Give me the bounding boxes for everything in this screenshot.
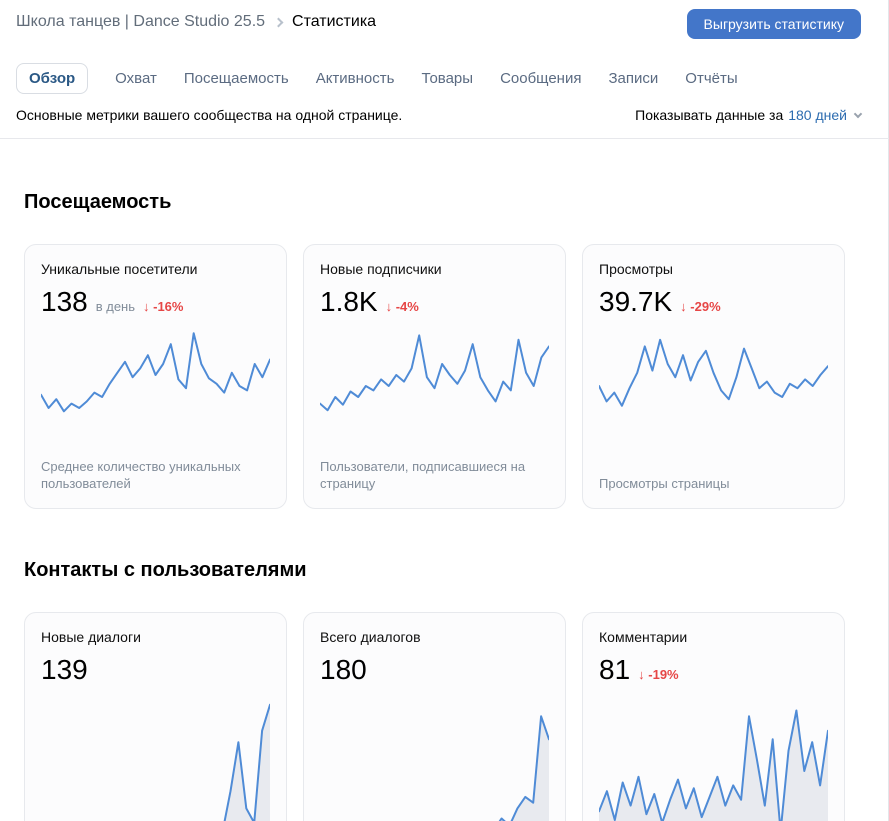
section-visits: Посещаемость Уникальные посетители 138 в… — [24, 191, 845, 509]
views-chart — [599, 327, 828, 443]
new-dialogs-chart — [41, 695, 270, 821]
card-footer: Просмотры страницы — [599, 476, 730, 491]
card-value: 180 — [320, 654, 367, 685]
page-title: Статистика — [292, 13, 377, 30]
card-value: 138 — [41, 286, 88, 317]
tab-posts[interactable]: Записи — [608, 70, 659, 87]
export-stats-button[interactable]: Выгрузить статистику — [686, 9, 861, 39]
filter-row: Основные метрики вашего сообщества на од… — [0, 107, 889, 139]
stat-card-views[interactable]: Просмотры 39.7K ↓ -29% Просмотры страниц… — [582, 244, 845, 509]
total-dialogs-chart — [320, 695, 549, 821]
card-value-row: 138 в день ↓ -16% — [41, 287, 270, 317]
card-title: Комментарии — [599, 629, 688, 645]
metrics-description: Основные метрики вашего сообщества на од… — [16, 107, 403, 123]
tab-reach[interactable]: Охват — [115, 70, 157, 87]
card-value-row: 39.7K ↓ -29% — [599, 287, 828, 317]
card-value-row: 1.8K ↓ -4% — [320, 287, 549, 317]
card-title: Уникальные посетители — [41, 261, 198, 277]
new-subscribers-chart — [320, 327, 549, 443]
card-value-row: 139 — [41, 655, 270, 685]
card-value-row: 180 — [320, 655, 549, 685]
tab-activity[interactable]: Активность — [315, 70, 395, 87]
section-title: Контакты с пользователями — [24, 559, 307, 581]
card-value-row: 81 ↓ -19% — [599, 655, 828, 685]
header: Школа танцев | Dance Studio 25.5 Статист… — [0, 0, 889, 39]
main-content: Посещаемость Уникальные посетители 138 в… — [0, 191, 889, 821]
card-title: Новые подписчики — [320, 261, 442, 277]
cards-grid: Новые диалоги 139 Всего диалогов 180 — [24, 612, 845, 821]
card-value-suffix: в день — [95, 299, 136, 314]
unique-visitors-chart — [41, 327, 270, 443]
card-value: 1.8K — [320, 286, 378, 317]
stat-card-comments[interactable]: Комментарии 81 ↓ -19% — [582, 612, 845, 821]
card-footer: Пользователи, подписавшиеся на страницу — [320, 459, 526, 491]
card-title: Всего диалогов — [320, 629, 421, 645]
card-value: 39.7K — [599, 286, 673, 317]
tab-products[interactable]: Товары — [421, 70, 474, 87]
section-user-contacts: Контакты с пользователями Новые диалоги … — [24, 559, 845, 821]
period-label: Показывать данные за — [635, 107, 784, 123]
stat-card-unique-visitors[interactable]: Уникальные посетители 138 в день ↓ -16% … — [24, 244, 287, 509]
tabs-bar: Обзор Охват Посещаемость Активность Това… — [0, 63, 889, 94]
card-delta: ↓ -16% — [143, 299, 184, 314]
card-footer: Среднее количество уникальных пользовате… — [41, 459, 241, 491]
community-link[interactable]: Школа танцев | Dance Studio 25.5 — [16, 13, 266, 30]
tab-overview[interactable]: Обзор — [16, 63, 89, 94]
chevron-right-icon — [273, 17, 284, 27]
tab-visits[interactable]: Посещаемость — [183, 70, 289, 87]
breadcrumb: Школа танцев | Dance Studio 25.5 Статист… — [16, 8, 376, 36]
chevron-down-icon — [853, 109, 863, 118]
card-delta: ↓ -19% — [638, 667, 679, 682]
cards-grid: Уникальные посетители 138 в день ↓ -16% … — [24, 244, 845, 509]
stat-card-total-dialogs[interactable]: Всего диалогов 180 — [303, 612, 566, 821]
card-delta: ↓ -29% — [680, 299, 721, 314]
tab-reports[interactable]: Отчёты — [685, 70, 738, 87]
card-delta: ↓ -4% — [385, 299, 419, 314]
period-value: 180 дней — [788, 107, 847, 123]
card-title: Новые диалоги — [41, 629, 141, 645]
tab-messages[interactable]: Сообщения — [500, 70, 582, 87]
card-value: 139 — [41, 654, 88, 685]
stat-card-new-subscribers[interactable]: Новые подписчики 1.8K ↓ -4% Пользователи… — [303, 244, 566, 509]
card-value: 81 — [599, 654, 631, 685]
stat-card-new-dialogs[interactable]: Новые диалоги 139 — [24, 612, 287, 821]
card-title: Просмотры — [599, 261, 673, 277]
period-selector[interactable]: Показывать данные за 180 дней — [635, 107, 863, 123]
section-title: Посещаемость — [24, 191, 172, 213]
comments-chart — [599, 695, 828, 821]
